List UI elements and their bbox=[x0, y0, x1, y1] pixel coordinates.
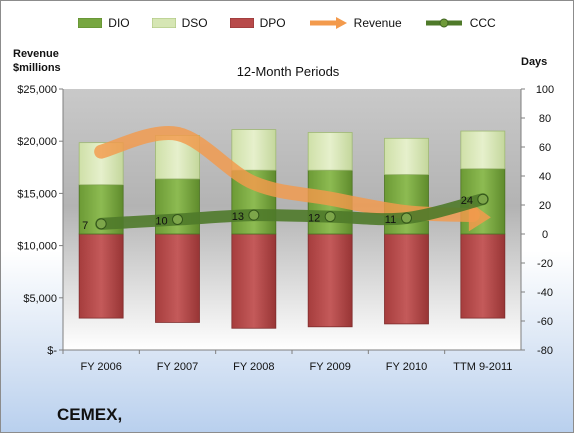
legend-item-revenue: Revenue bbox=[308, 16, 402, 30]
bar-dso-2 bbox=[231, 129, 277, 171]
ccc-label-1: 10 bbox=[155, 216, 167, 228]
bar-dpo-2 bbox=[231, 233, 277, 329]
right-tick-label-0: 100 bbox=[536, 84, 554, 96]
x-tick-label-4: FY 2010 bbox=[386, 361, 427, 373]
right-tick-label-7: -40 bbox=[537, 287, 553, 299]
legend-arrow-revenue bbox=[309, 17, 347, 29]
ccc-point-4 bbox=[401, 212, 412, 224]
left-axis-title: Revenue $millions bbox=[13, 47, 61, 75]
right-tick-label-4: 20 bbox=[539, 200, 551, 212]
right-tick-label-8: -60 bbox=[537, 316, 553, 328]
bar-dpo-0 bbox=[78, 233, 124, 319]
right-tick-label-3: 40 bbox=[539, 171, 551, 183]
bar-dso-4 bbox=[384, 137, 429, 175]
legend-label-revenue: Revenue bbox=[353, 16, 402, 30]
x-tick-label-3: FY 2009 bbox=[309, 361, 350, 373]
ccc-point-2 bbox=[248, 209, 260, 221]
ccc-label-5: 24 bbox=[461, 195, 473, 207]
ccc-label-4: 11 bbox=[385, 214, 396, 226]
left-axis-title-line-1: Revenue bbox=[13, 48, 59, 60]
legend-item-ccc: CCC bbox=[424, 16, 496, 30]
ccc-line bbox=[95, 193, 489, 230]
ccc-point-5 bbox=[477, 193, 489, 205]
legend-label-dso: DSO bbox=[181, 16, 208, 30]
x-tick-label-5: TTM 9-2011 bbox=[453, 361, 512, 373]
chart-title: 12-Month Periods bbox=[237, 64, 340, 79]
legend-label-ccc: CCC bbox=[469, 16, 496, 30]
legend-swatch-dpo bbox=[229, 18, 254, 28]
company-name: CEMEX, bbox=[57, 405, 123, 424]
bar-dpo-4 bbox=[384, 233, 429, 325]
left-tick-label-0: $25,000 bbox=[17, 84, 57, 96]
legend-line-ccc bbox=[425, 18, 462, 28]
x-tick-label-2: FY 2008 bbox=[233, 361, 274, 373]
ccc-label-2: 13 bbox=[232, 211, 244, 223]
legend-swatch-dso bbox=[151, 18, 176, 28]
left-axis-title-line-2: $millions bbox=[13, 62, 61, 74]
right-tick-label-2: 60 bbox=[539, 142, 551, 154]
bar-dso-3 bbox=[307, 132, 353, 171]
left-tick-label-3: $10,000 bbox=[17, 241, 57, 253]
left-tick-label-1: $20,000 bbox=[17, 136, 57, 148]
left-tick-label-5: $- bbox=[47, 345, 57, 357]
x-tick-label-1: FY 2007 bbox=[157, 361, 198, 373]
legend: DIO DSO DPO Revenue CCC bbox=[1, 11, 573, 35]
legend-item-dso: DSO bbox=[151, 16, 208, 30]
revenue-arrowhead bbox=[468, 201, 491, 232]
left-tick-label-2: $15,000 bbox=[17, 188, 57, 200]
right-tick-label-6: -20 bbox=[537, 258, 553, 270]
bar-dpo-3 bbox=[307, 233, 353, 328]
right-tick-label-1: 80 bbox=[539, 113, 551, 125]
legend-label-dio: DIO bbox=[108, 16, 130, 30]
bar-dpo-1 bbox=[155, 233, 200, 323]
ccc-label-0: 7 bbox=[82, 220, 88, 232]
ccc-point-3 bbox=[324, 211, 336, 223]
x-tick-label-0: FY 2006 bbox=[80, 361, 121, 373]
legend-swatch-dio bbox=[78, 18, 103, 28]
right-tick-label-5: 0 bbox=[542, 229, 548, 241]
bar-dso-5 bbox=[460, 130, 506, 170]
right-axis-title: Days bbox=[521, 56, 548, 68]
ccc-label-3: 12 bbox=[308, 213, 320, 225]
legend-item-dio: DIO bbox=[78, 16, 130, 30]
right-tick-label-9: -80 bbox=[537, 345, 553, 357]
legend-item-dpo: DPO bbox=[229, 16, 286, 30]
ccc-point-0 bbox=[95, 218, 107, 230]
left-tick-label-4: $5,000 bbox=[23, 293, 57, 305]
ccc-point-1 bbox=[172, 214, 183, 225]
legend-label-dpo: DPO bbox=[259, 16, 286, 30]
bar-dpo-5 bbox=[460, 233, 506, 319]
